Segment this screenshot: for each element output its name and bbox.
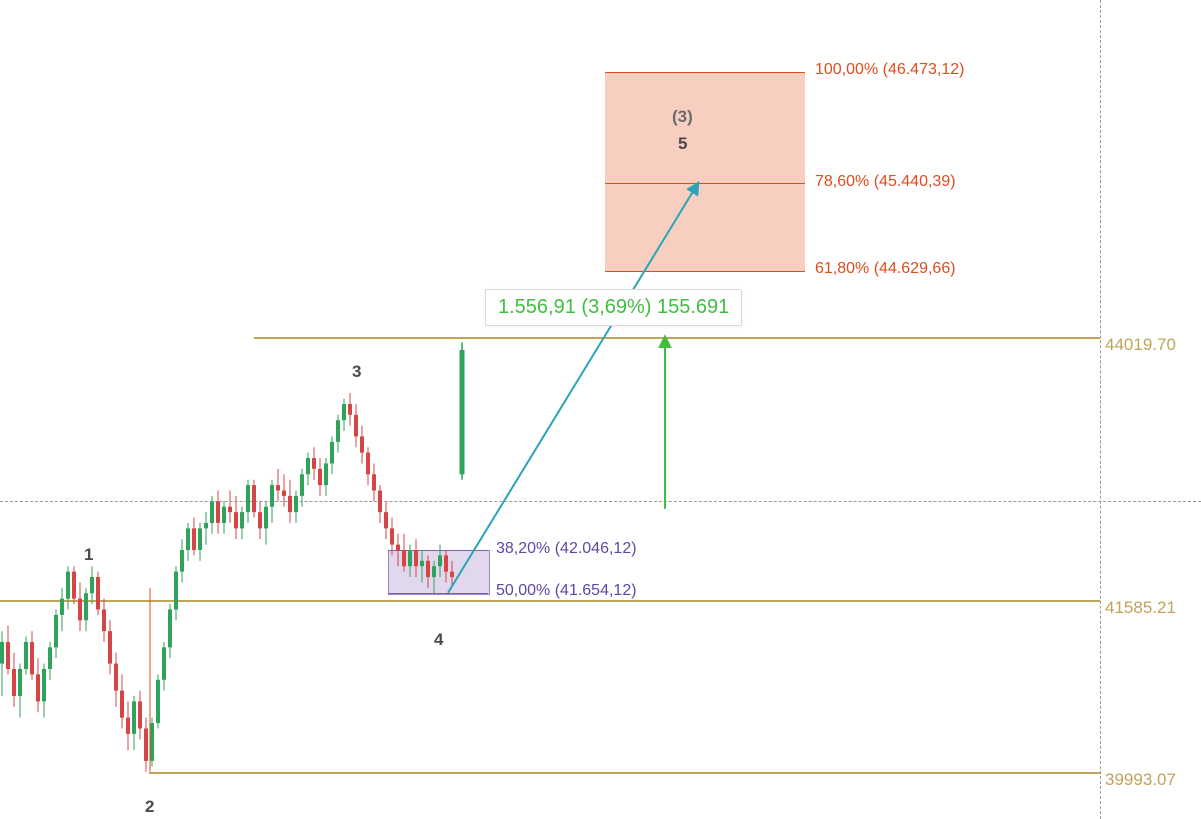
- elliott-wave-label[interactable]: (3): [672, 107, 693, 127]
- fib-level-label: 61,80% (44.629,66): [815, 260, 956, 278]
- price-level-label: 39993.07: [1105, 770, 1176, 790]
- fib-retrace-box[interactable]: [388, 550, 490, 594]
- chart-svg-layer: [0, 0, 1201, 819]
- fib-level-label: 38,20% (42.046,12): [496, 540, 637, 558]
- elliott-wave-label[interactable]: 5: [678, 134, 687, 154]
- chart-root[interactable]: 44019.70 41585.21 39993.07 100,00% (46.473,…: [0, 0, 1201, 819]
- elliott-wave-label[interactable]: 3: [352, 362, 361, 382]
- price-level-line[interactable]: [149, 772, 1100, 774]
- crosshair-h-line: [0, 501, 1201, 502]
- measure-tooltip: 1.556,91 (3,69%) 155.691: [485, 289, 742, 326]
- fib-level-line: [388, 593, 488, 594]
- elliott-wave-label[interactable]: 1: [84, 545, 93, 565]
- fib-level-line: [388, 550, 488, 551]
- price-level-line[interactable]: [0, 600, 1100, 602]
- fib-level-line: [605, 271, 805, 272]
- fib-level-label: 78,60% (45.440,39): [815, 173, 956, 191]
- elliott-wave-label[interactable]: 2: [145, 797, 154, 817]
- elliott-wave-label[interactable]: 4: [434, 630, 443, 650]
- price-axis-divider: [1100, 0, 1101, 819]
- price-level-label: 41585.21: [1105, 598, 1176, 618]
- fib-level-line: [605, 72, 805, 73]
- fib-extension-box[interactable]: [605, 72, 805, 271]
- fib-level-label: 50,00% (41.654,12): [496, 582, 637, 600]
- fib-level-line: [605, 183, 805, 184]
- price-level-line[interactable]: [254, 337, 1100, 339]
- price-level-label: 44019.70: [1105, 335, 1176, 355]
- fib-level-label: 100,00% (46.473,12): [815, 61, 964, 79]
